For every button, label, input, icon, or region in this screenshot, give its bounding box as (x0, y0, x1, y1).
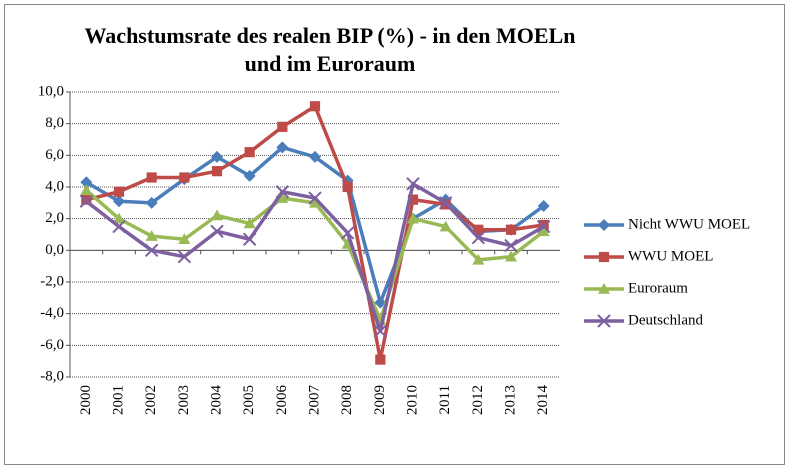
y-tick-label: -4,0 (40, 305, 64, 321)
marker (472, 253, 485, 265)
y-tick-label: 0,0 (45, 242, 64, 258)
marker (146, 172, 157, 183)
x-tick-label: 2001 (110, 385, 126, 415)
x-tick-label: 2009 (372, 385, 388, 415)
marker (211, 150, 223, 163)
x-tick-label: 2007 (306, 385, 322, 416)
legend-label: Nicht WWU MOEL (628, 216, 750, 232)
chart-title: und im Euroraum (245, 51, 416, 76)
marker (144, 243, 159, 258)
marker (276, 141, 289, 154)
marker (145, 230, 158, 241)
x-tick-label: 2014 (535, 385, 551, 416)
marker (309, 196, 321, 208)
y-tick-label: -2,0 (40, 273, 64, 289)
marker (112, 219, 126, 234)
marker (211, 209, 223, 221)
marker (537, 225, 550, 237)
y-tick-label: -6,0 (40, 337, 64, 353)
marker (340, 226, 355, 240)
x-tick-label: 2005 (241, 385, 257, 415)
y-tick-label: -8,0 (40, 368, 64, 384)
legend-marker (598, 283, 610, 294)
x-tick-label: 2006 (274, 385, 290, 416)
marker (210, 224, 224, 239)
marker (275, 185, 290, 199)
legend-label: Deutschland (628, 312, 703, 328)
marker (81, 194, 92, 205)
y-tick-label: 6,0 (45, 147, 64, 163)
legend-marker (598, 251, 610, 263)
marker (179, 172, 190, 183)
marker (471, 230, 486, 245)
y-tick-label: 2,0 (45, 210, 64, 226)
marker (538, 219, 549, 231)
marker (243, 217, 256, 229)
x-tick-label: 2000 (78, 385, 94, 415)
marker (342, 181, 353, 193)
marker (113, 212, 125, 224)
chart-title: Wachstumsrate des realen BIP (%) - in de… (85, 23, 576, 48)
marker (113, 186, 125, 197)
legend-label: Euroraum (628, 280, 688, 296)
x-tick-label: 2013 (502, 385, 518, 415)
y-tick-label: 10,0 (38, 83, 64, 99)
marker (473, 224, 484, 235)
marker (505, 224, 517, 235)
marker (375, 354, 386, 365)
marker (406, 177, 420, 191)
marker (407, 212, 419, 224)
marker (407, 194, 419, 205)
chart-border (4, 4, 785, 465)
x-tick-label: 2002 (143, 385, 159, 415)
y-tick-label: 4,0 (45, 178, 64, 194)
marker (504, 238, 518, 253)
marker (309, 150, 321, 163)
legend-marker (598, 219, 610, 231)
x-tick-label: 2011 (437, 385, 453, 414)
x-tick-label: 2012 (470, 385, 486, 415)
title-overlap (70, 84, 560, 94)
marker (373, 324, 388, 338)
marker (113, 195, 125, 208)
marker (505, 250, 517, 262)
x-tick-label: 2010 (404, 385, 420, 415)
marker (309, 101, 321, 112)
marker (80, 176, 93, 189)
marker (145, 196, 158, 209)
legend-marker (597, 314, 611, 328)
marker (242, 232, 257, 246)
marker (244, 147, 255, 158)
x-tick-label: 2003 (176, 385, 192, 415)
marker (211, 166, 223, 177)
marker (439, 220, 452, 232)
marker (438, 196, 453, 210)
x-tick-label: 2004 (208, 385, 224, 416)
marker (79, 194, 94, 208)
marker (177, 249, 192, 264)
legend-label: WWU MOEL (628, 248, 713, 264)
marker (536, 219, 551, 234)
marker (243, 169, 256, 182)
y-tick-label: 8,0 (45, 115, 64, 131)
marker (277, 121, 288, 132)
marker (276, 192, 289, 203)
marker (178, 233, 191, 245)
marker (80, 184, 93, 195)
x-tick-label: 2008 (339, 385, 355, 415)
marker (308, 191, 322, 205)
marker (537, 200, 550, 212)
